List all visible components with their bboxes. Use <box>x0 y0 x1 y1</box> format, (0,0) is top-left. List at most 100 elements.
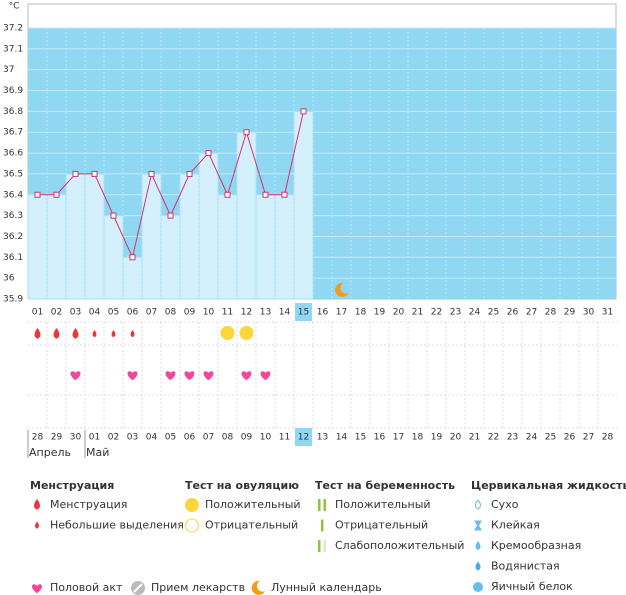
date-highlight <box>295 428 312 446</box>
legend-item: Сухо <box>491 498 519 511</box>
cycle-date: 20 <box>450 433 462 443</box>
y-tick-label: 36.4 <box>3 190 23 200</box>
heart-icon <box>32 584 42 594</box>
temp-column <box>274 194 295 300</box>
cycle-date: 08 <box>222 433 234 443</box>
legend-item: Небольшие выделения <box>50 519 184 532</box>
heart-icon <box>70 371 81 381</box>
day-label: 21 <box>412 308 423 318</box>
test-line <box>318 499 321 511</box>
cycle-date: 28 <box>602 433 614 443</box>
temp-point <box>300 108 307 115</box>
y-tick-label: 37.1 <box>3 44 23 54</box>
legend-item: Половой акт <box>50 581 123 594</box>
ovulation-negative <box>185 518 199 533</box>
day-label: 03 <box>70 308 81 318</box>
day-label: 06 <box>127 308 139 318</box>
temp-column <box>217 194 238 300</box>
temp-point <box>167 212 174 219</box>
temp-column <box>46 194 67 300</box>
temp-column <box>84 173 105 300</box>
cycle-date: 13 <box>317 433 328 443</box>
legend-item: Прием лекарств <box>151 581 245 594</box>
temp-column <box>198 152 219 300</box>
drop-icon <box>92 330 97 338</box>
legend-item: Менструация <box>50 498 127 511</box>
temp-column <box>65 173 86 300</box>
heart-icon <box>260 371 271 381</box>
legend-item: Положительный <box>335 498 431 511</box>
y-unit: °C <box>9 2 20 12</box>
temp-point <box>281 191 288 198</box>
cycle-date: 10 <box>260 433 272 443</box>
cycle-date: 02 <box>108 433 119 443</box>
cycle-date: 12 <box>298 433 309 443</box>
temp-point <box>72 170 79 177</box>
ovulation-positive <box>239 326 254 340</box>
temp-column <box>160 215 181 300</box>
day-label: 17 <box>336 308 347 318</box>
legend-title: Тест на овуляцию <box>185 479 299 492</box>
drop-icon <box>475 561 481 571</box>
day-label: 26 <box>507 308 519 318</box>
drop-icon <box>53 328 60 339</box>
y-tick-label: 36.5 <box>3 169 23 179</box>
test-line <box>323 540 326 552</box>
day-label: 08 <box>165 308 177 318</box>
y-tick-label: 36.9 <box>3 86 23 96</box>
day-label: 28 <box>545 308 557 318</box>
legend-item: Водянистая <box>491 560 560 573</box>
plot-background <box>28 28 616 299</box>
y-tick-label: 36 <box>3 274 15 284</box>
cycle-date: 24 <box>526 433 538 443</box>
day-label: 24 <box>469 308 481 318</box>
legend-item: Клейкая <box>491 519 540 532</box>
y-tick-label: 36.3 <box>3 211 23 221</box>
cycle-date: 04 <box>146 433 158 443</box>
y-tick-label: 35.9 <box>3 295 23 305</box>
day-label: 04 <box>89 308 101 318</box>
legend-item: Кремообразная <box>491 539 581 552</box>
legend-item: Лунный календарь <box>271 581 382 594</box>
temp-point <box>205 150 212 157</box>
day-label: 31 <box>602 308 613 318</box>
cycle-date: 16 <box>374 433 386 443</box>
cycle-date: 06 <box>184 433 196 443</box>
temp-point <box>91 170 98 177</box>
cycle-date: 21 <box>469 433 480 443</box>
day-label: 25 <box>488 308 499 318</box>
pill-icon <box>133 583 143 593</box>
cycle-date: 07 <box>203 433 214 443</box>
y-tick-label: 36.6 <box>3 149 23 159</box>
day-label: 18 <box>355 308 367 318</box>
cycle-date: 30 <box>70 433 82 443</box>
temp-point <box>224 191 231 198</box>
cycle-date: 28 <box>32 433 44 443</box>
legend-title: Цервикальная жидкость <box>471 479 626 492</box>
y-tick-label: 36.8 <box>3 107 23 117</box>
heart-icon <box>165 371 176 381</box>
moon-icon <box>335 282 349 297</box>
legend-item: Отрицательный <box>335 519 428 532</box>
ovulation-positive <box>185 498 199 512</box>
cycle-date: 22 <box>488 433 499 443</box>
legend-item: Яичный белок <box>491 580 573 593</box>
day-label: 14 <box>279 308 291 318</box>
fluid-icon <box>474 520 482 531</box>
temp-point <box>148 170 155 177</box>
y-tick-label: 36.7 <box>3 128 23 138</box>
temp-point <box>186 170 193 177</box>
month-label: Май <box>86 446 109 459</box>
cycle-date: 15 <box>355 433 366 443</box>
fluid-icon <box>475 499 481 510</box>
day-label: 16 <box>317 308 329 318</box>
temp-column <box>141 173 162 300</box>
day-label: 30 <box>583 308 595 318</box>
day-label: 12 <box>241 308 252 318</box>
temp-column <box>255 194 276 300</box>
day-label: 13 <box>260 308 271 318</box>
cycle-date: 03 <box>127 433 138 443</box>
moon-icon <box>251 580 265 595</box>
cycle-date: 23 <box>507 433 518 443</box>
test-line <box>318 540 321 552</box>
